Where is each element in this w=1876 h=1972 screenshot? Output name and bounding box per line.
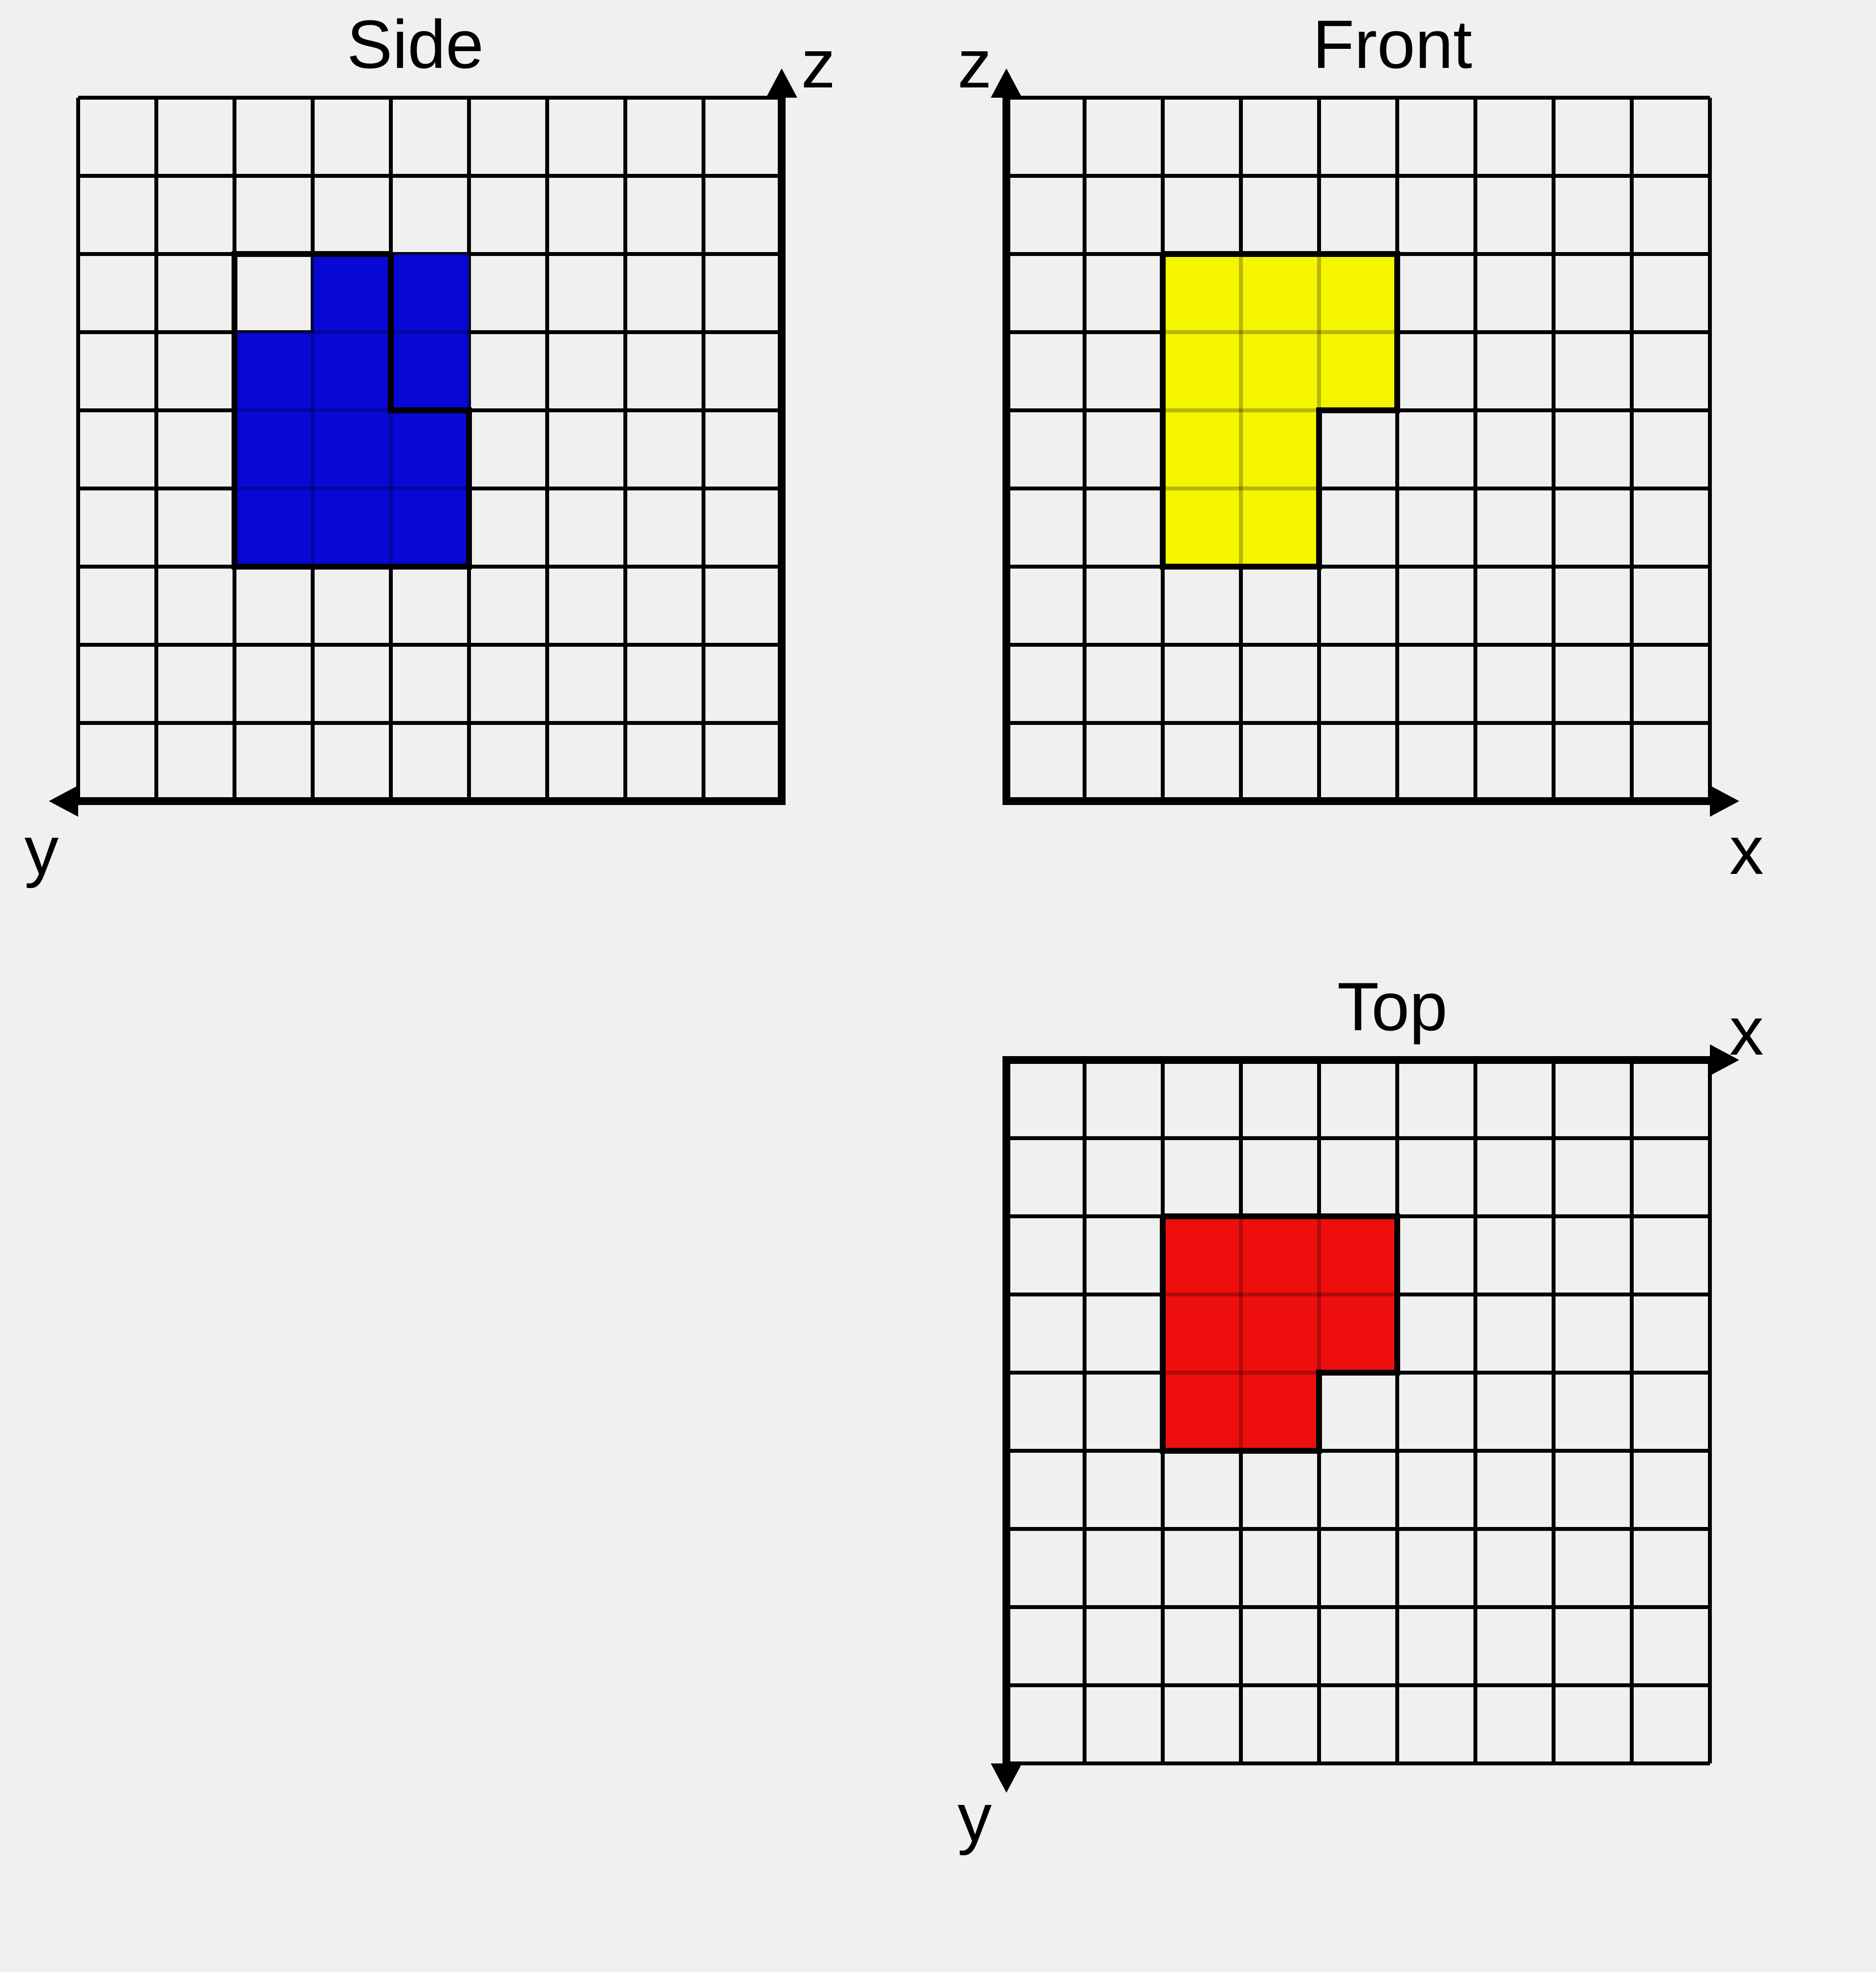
side-view-panel	[20, 39, 840, 860]
front-view-panel	[948, 39, 1769, 860]
top-x-axis-label: x	[1729, 992, 1764, 1071]
front-x-axis-label: x	[1729, 811, 1764, 890]
side-y-axis-label: y	[24, 811, 59, 890]
side-z-axis-label: z	[801, 24, 835, 104]
top-y-axis-label: y	[958, 1778, 992, 1857]
orthographic-views-page: Side y z Front x z Top x y	[0, 0, 1876, 1972]
front-z-axis-label: z	[958, 24, 992, 104]
top-view-panel	[948, 1001, 1769, 1822]
